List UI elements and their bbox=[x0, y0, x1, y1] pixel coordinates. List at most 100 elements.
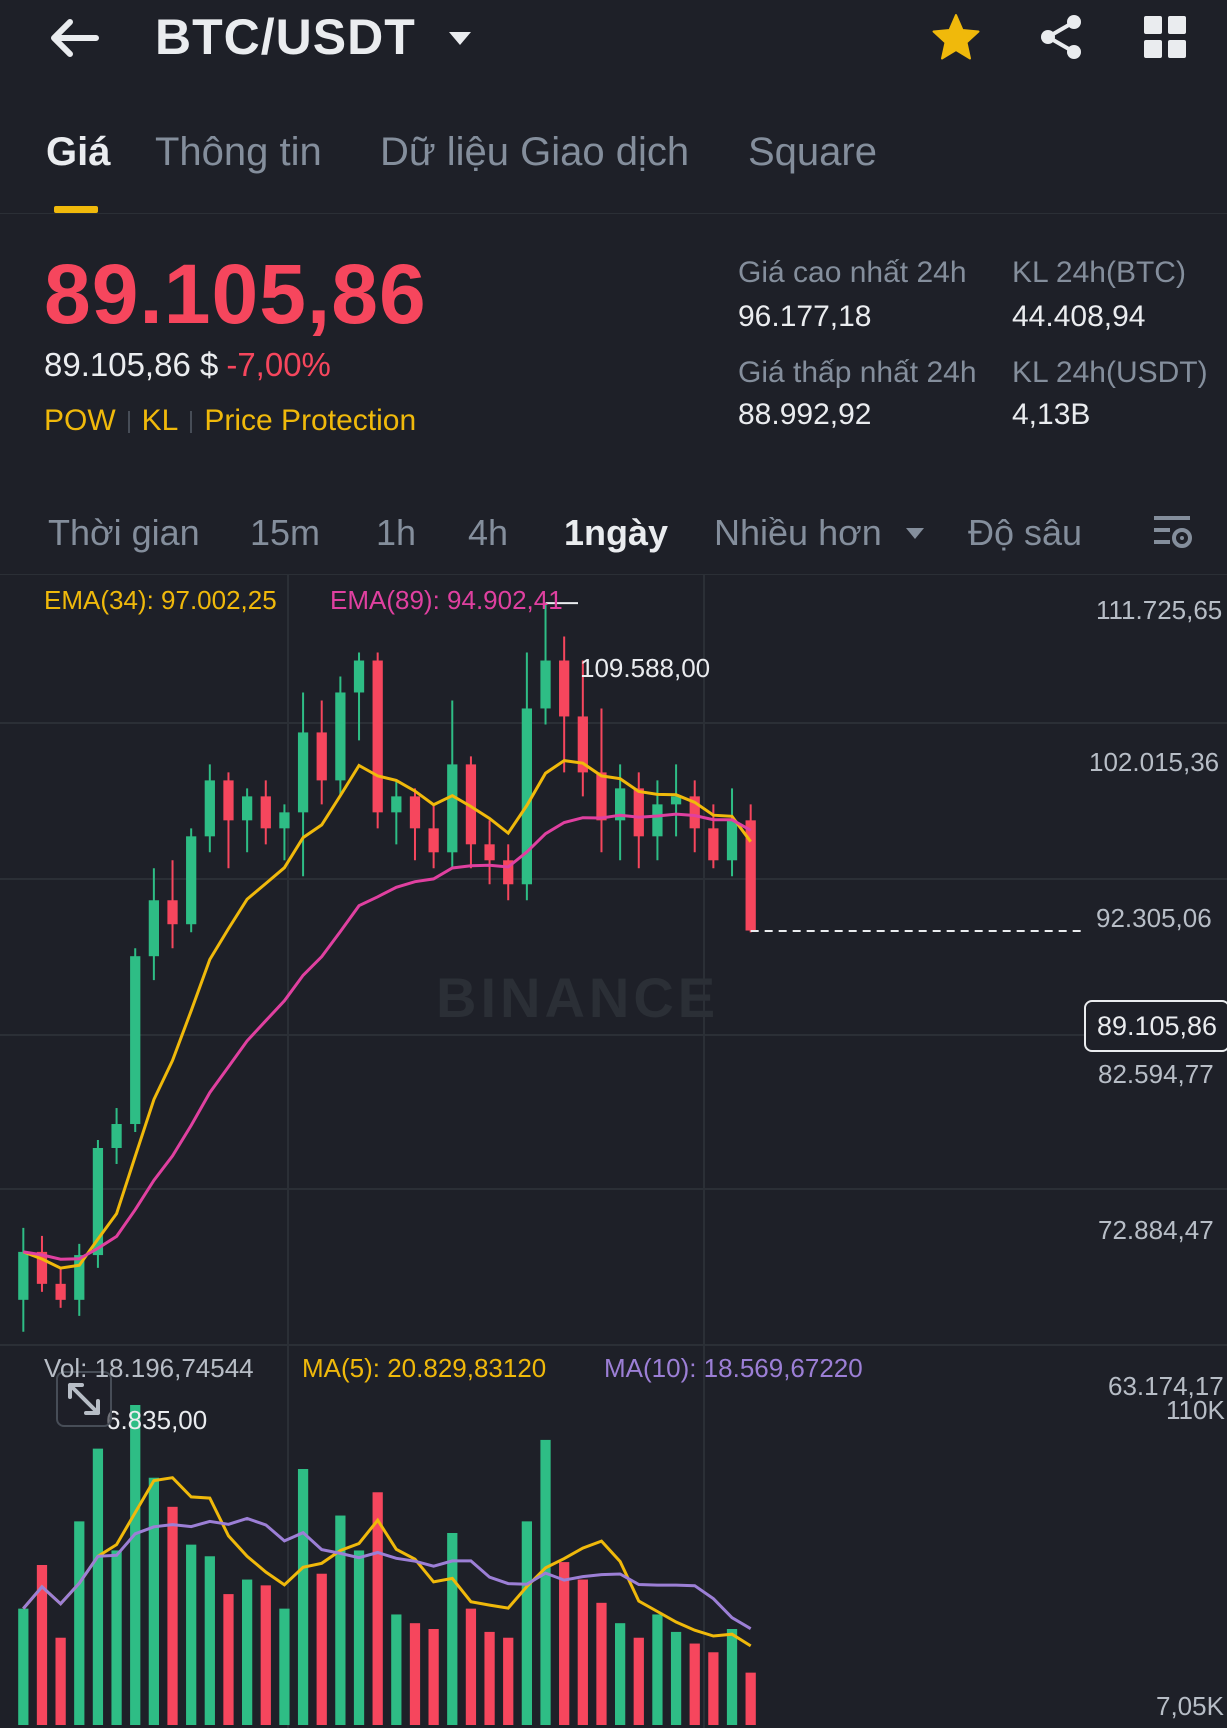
candle-body bbox=[577, 716, 588, 773]
volume-bar bbox=[260, 1585, 271, 1725]
candle-body bbox=[353, 660, 365, 693]
share-icon bbox=[1041, 15, 1081, 59]
volume-axis-label: 110K bbox=[1166, 1395, 1225, 1425]
price-axis-label: 82.594,77 bbox=[1098, 1059, 1214, 1089]
tag-kl[interactable]: KL bbox=[141, 404, 179, 437]
candle-body bbox=[335, 692, 346, 781]
vol-btc-label: KL 24h(BTC) bbox=[1012, 256, 1186, 289]
candle-body bbox=[55, 1283, 66, 1300]
volume-bar bbox=[223, 1594, 234, 1725]
candle-body bbox=[148, 900, 160, 957]
favorite-button[interactable] bbox=[930, 12, 982, 64]
volume-indicator: Vol: 18.196,74544 bbox=[44, 1353, 254, 1383]
volume-bar bbox=[111, 1550, 122, 1725]
high-24h-label: Giá cao nhất 24h bbox=[738, 256, 967, 289]
volume-bar bbox=[372, 1492, 383, 1725]
ema34-line bbox=[22, 759, 752, 1270]
kline-chart[interactable]: BINANCE EMA(34): 97.002,25 EMA(89): 94.9… bbox=[0, 574, 1227, 1728]
vol-usdt-label: KL 24h(USDT) bbox=[1012, 356, 1208, 389]
candle-body bbox=[614, 788, 626, 821]
candle-body bbox=[559, 660, 570, 717]
volume-bar bbox=[708, 1652, 719, 1725]
candle-body bbox=[596, 772, 607, 821]
candle-body bbox=[652, 804, 663, 837]
caret-down-icon[interactable] bbox=[904, 524, 926, 544]
volume-bar bbox=[148, 1477, 160, 1725]
tab-info[interactable]: Thông tin bbox=[155, 130, 322, 174]
volume-bar bbox=[465, 1608, 477, 1725]
tab-trading-data[interactable]: Dữ liệu Giao dịch bbox=[380, 130, 690, 174]
volume-bar bbox=[391, 1614, 402, 1725]
depth-tab[interactable]: Độ sâu bbox=[968, 512, 1083, 553]
interval-time[interactable]: Thời gian bbox=[48, 512, 200, 553]
candle-body bbox=[92, 1147, 104, 1256]
volume-bar bbox=[353, 1550, 365, 1725]
interval-1day[interactable]: 1ngày bbox=[564, 512, 669, 553]
candle-body bbox=[297, 732, 309, 813]
ema34-indicator: EMA(34): 97.002,25 bbox=[44, 585, 277, 615]
zoom-button[interactable] bbox=[56, 1371, 112, 1427]
low-price-marker: 6.835,00 bbox=[106, 1405, 208, 1435]
tag-divider bbox=[190, 411, 193, 434]
vol-usdt-value: 4,13B bbox=[1012, 398, 1091, 431]
volume-bar bbox=[297, 1469, 309, 1725]
candle-body bbox=[18, 1251, 29, 1300]
tag-pow[interactable]: POW bbox=[44, 404, 116, 437]
last-price: 89.105,86 bbox=[44, 247, 427, 341]
interval-4h[interactable]: 4h bbox=[468, 512, 509, 553]
volume-bar bbox=[745, 1672, 756, 1725]
chart-settings-button[interactable] bbox=[1150, 510, 1194, 554]
kline-chart-canvas[interactable] bbox=[0, 575, 1227, 1728]
candle-body bbox=[484, 844, 495, 861]
volume-bar bbox=[689, 1643, 700, 1725]
candle-body bbox=[391, 796, 402, 813]
top-bar: BTC/USDT bbox=[0, 0, 1227, 80]
arrow-left-icon bbox=[51, 19, 99, 57]
back-button[interactable] bbox=[44, 8, 104, 68]
ma10-indicator: MA(10): 18.569,67220 bbox=[604, 1353, 863, 1383]
price-axis-label: 92.305,06 bbox=[1096, 903, 1212, 933]
volume-bar bbox=[521, 1521, 533, 1725]
price-axis-label: 63.174,17 bbox=[1108, 1371, 1224, 1401]
active-tab-indicator bbox=[54, 206, 98, 213]
volume-bar bbox=[130, 1405, 141, 1725]
volume-bar bbox=[633, 1637, 644, 1725]
volume-bar bbox=[74, 1521, 85, 1725]
candle-body bbox=[633, 788, 644, 837]
caret-down-icon[interactable] bbox=[446, 24, 474, 52]
candle-body bbox=[708, 828, 719, 861]
pair-title[interactable]: BTC/USDT bbox=[155, 9, 416, 65]
volume-bar bbox=[204, 1556, 215, 1725]
layout-grid-button[interactable] bbox=[1142, 14, 1188, 60]
volume-bar bbox=[559, 1562, 570, 1725]
star-icon bbox=[932, 14, 980, 60]
tab-price[interactable]: Giá bbox=[46, 130, 111, 174]
candle-body bbox=[409, 796, 421, 829]
share-button[interactable] bbox=[1036, 12, 1086, 62]
volume-bar bbox=[652, 1614, 663, 1725]
tag-price-protection[interactable]: Price Protection bbox=[204, 404, 417, 437]
volume-bar bbox=[36, 1565, 48, 1725]
grid-icon bbox=[1144, 16, 1186, 58]
interval-more[interactable]: Nhiều hơn bbox=[714, 512, 882, 553]
vol-btc-value: 44.408,94 bbox=[1012, 300, 1146, 333]
volume-bar bbox=[279, 1608, 290, 1725]
tab-square[interactable]: Square bbox=[748, 130, 877, 174]
expand-arrows-icon bbox=[68, 1383, 100, 1415]
candle-body bbox=[372, 660, 383, 813]
candle-body bbox=[204, 780, 215, 837]
fiat-price: 89.105,86 $ bbox=[44, 346, 219, 383]
price-change: -7,00% bbox=[226, 346, 331, 383]
volume-bar bbox=[614, 1623, 626, 1725]
candle-body bbox=[316, 732, 327, 781]
candle-body bbox=[726, 820, 738, 861]
volume-bar bbox=[55, 1637, 66, 1725]
chart-settings-icon bbox=[1154, 516, 1192, 548]
interval-1h[interactable]: 1h bbox=[376, 512, 417, 553]
candle-body bbox=[130, 956, 141, 1125]
interval-15m[interactable]: 15m bbox=[250, 512, 321, 553]
candle-body bbox=[186, 836, 197, 925]
volume-bar bbox=[428, 1629, 439, 1725]
ma10-line bbox=[22, 1516, 752, 1630]
candle-body bbox=[279, 812, 290, 829]
